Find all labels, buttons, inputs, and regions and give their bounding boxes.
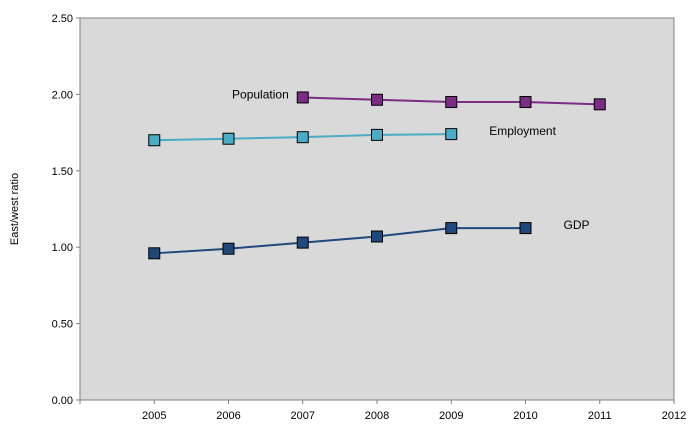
- y-tick-label: 2.00: [52, 89, 73, 101]
- series-gdp: GDP: [148, 218, 590, 260]
- data-point: [296, 131, 309, 144]
- series-population: Population: [232, 87, 606, 111]
- data-point: [445, 222, 458, 235]
- data-point: [371, 230, 383, 243]
- plot-area: [79, 17, 675, 401]
- series-label: GDP: [564, 218, 590, 232]
- y-tick-label: 0.50: [52, 319, 73, 331]
- data-point: [445, 96, 458, 109]
- x-axis: 2005 2006 2007 2008 2009 2010 2011 2012: [79, 400, 686, 422]
- data-point: [296, 91, 309, 104]
- data-point: [445, 128, 458, 141]
- data-point: [371, 93, 383, 106]
- data-point: [593, 98, 606, 111]
- data-point: [222, 242, 235, 255]
- data-point: [296, 236, 309, 249]
- data-point: [519, 96, 532, 109]
- x-tick-label: 2007: [291, 410, 315, 422]
- series-group: Population Employment GDP: [148, 87, 606, 260]
- y-tick-label: 2.50: [52, 13, 73, 25]
- x-tick-label: 2010: [513, 410, 537, 422]
- data-point: [148, 134, 161, 147]
- x-tick-label: 2012: [662, 410, 686, 422]
- data-point: [222, 132, 235, 145]
- series-label: Employment: [489, 124, 556, 138]
- y-tick-label: 0.00: [52, 395, 73, 407]
- x-tick-label: 2005: [142, 410, 166, 422]
- x-tick-label: 2006: [216, 410, 240, 422]
- data-point: [519, 222, 532, 235]
- y-axis-title: East/west ratio: [9, 173, 21, 245]
- data-point: [371, 128, 383, 141]
- data-point: [148, 247, 161, 260]
- series-employment: Employment: [148, 124, 557, 147]
- y-axis: 0.00 0.50 1.00 1.50 2.00 2.50: [52, 13, 80, 407]
- y-tick-label: 1.50: [52, 166, 73, 178]
- y-tick-label: 1.00: [52, 242, 73, 254]
- series-line: [154, 227, 526, 255]
- x-tick-label: 2011: [588, 410, 612, 422]
- x-tick-label: 2009: [439, 410, 463, 422]
- x-tick-label: 2008: [365, 410, 389, 422]
- series-label: Population: [232, 87, 289, 101]
